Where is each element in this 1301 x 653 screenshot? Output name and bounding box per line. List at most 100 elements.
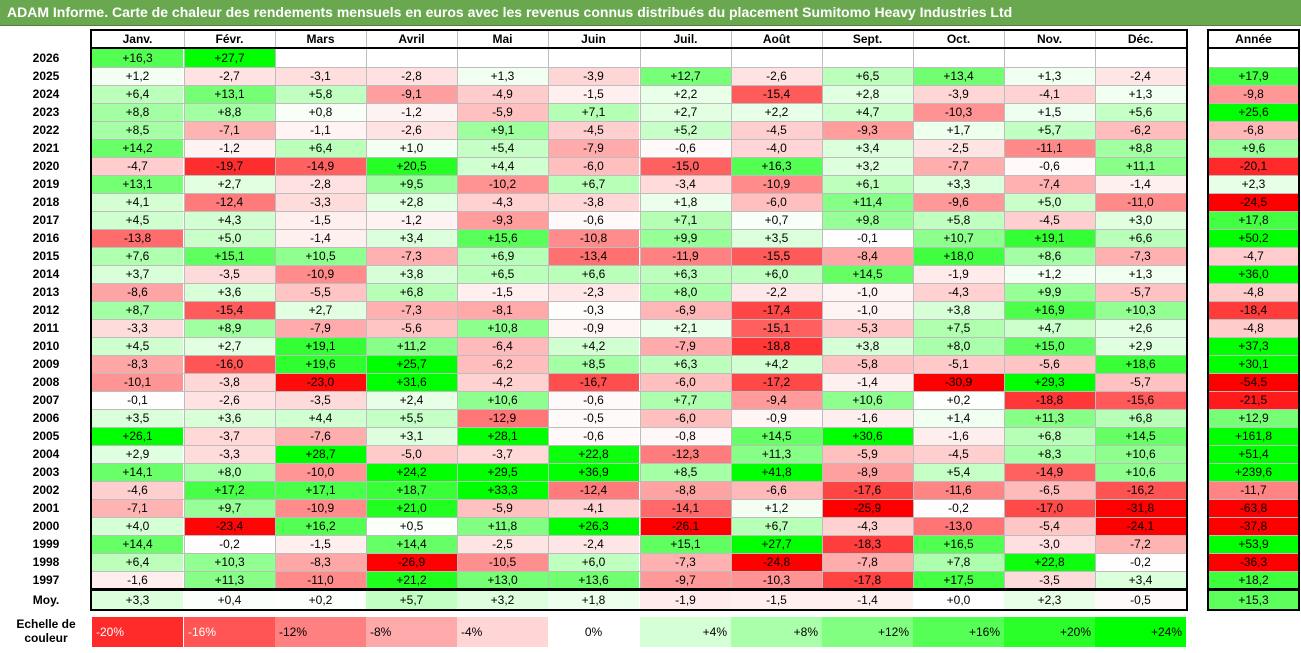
heatmap-cell: -10,9 [275,265,366,283]
row-separator [1209,283,1298,284]
heatmap-cell: +4,5 [92,211,183,229]
heatmap-cell: +2,7 [184,175,275,193]
heatmap-cell: +14,4 [92,535,183,553]
heatmap-cell: -0,2 [184,535,275,553]
heatmap-cell: +5,5 [366,409,457,427]
heatmap-cell: +3,8 [366,265,457,283]
heatmap-cell: -3,0 [1004,535,1095,553]
scale-swatch: -8% [366,617,457,647]
heatmap-cell: +0,2 [913,391,1004,409]
heatmap-cell: -0,6 [1004,157,1095,175]
heatmap-cell: -1,6 [822,409,913,427]
heatmap-cell: +5,6 [1095,103,1186,121]
heatmap-cell: +17,1 [275,481,366,499]
heatmap-cell: +4,2 [731,355,822,373]
heatmap-cell: +10,6 [1095,445,1186,463]
heatmap-cell: +19,1 [1004,229,1095,247]
heatmap-cell: +20,5 [366,157,457,175]
row-separator [92,499,1186,500]
heatmap-cell: +26,1 [92,427,183,445]
heatmap-cell: +1,3 [1095,265,1186,283]
row-separator [92,445,1186,446]
heatmap-cell: -9,4 [731,391,822,409]
annual-cell: +161,8 [1209,427,1298,445]
heatmap-cell: -31,8 [1095,499,1186,517]
heatmap-cell [1004,49,1095,67]
month-header: Août [762,32,791,46]
annual-cell: +53,9 [1209,535,1298,553]
annual-cell: +30,1 [1209,355,1298,373]
month-header: Févr. [215,32,244,46]
heatmap-cell: +4,7 [1004,319,1095,337]
row-separator [1209,553,1298,554]
row-separator [1209,67,1298,68]
heatmap-cell: +13,6 [548,571,639,589]
row-separator [1209,229,1298,230]
annual-cell: -4,8 [1209,319,1298,337]
heatmap-cell: -5,8 [822,355,913,373]
heatmap-cell: -1,6 [92,571,183,589]
heatmap-cell: +27,7 [731,535,822,553]
heatmap-cell: -8,8 [640,481,731,499]
average-cell: +3,2 [457,591,548,609]
heatmap-cell: -17,0 [1004,499,1095,517]
scale-swatch: +20% [1004,617,1095,647]
annual-cell: -9,8 [1209,85,1298,103]
heatmap-cell: +9,7 [184,499,275,517]
heatmap-cell: -2,6 [366,121,457,139]
row-separator [1209,463,1298,464]
heatmap-cell: +2,9 [92,445,183,463]
heatmap-cell: -3,1 [275,67,366,85]
heatmap-cell: -10,0 [275,463,366,481]
row-separator [92,301,1186,302]
heatmap-cell: +5,2 [640,121,731,139]
heatmap-cell: +25,7 [366,355,457,373]
annual-cell: -4,7 [1209,247,1298,265]
heatmap-cell: -17,8 [822,571,913,589]
heatmap-cell: +3,6 [184,409,275,427]
heatmap-cell: -4,1 [1004,85,1095,103]
heatmap-cell: +6,1 [822,175,913,193]
heatmap-cell: +3,8 [913,301,1004,319]
annual-header: Année [1235,32,1272,46]
row-separator [92,337,1186,338]
annual-cell: -4,8 [1209,283,1298,301]
heatmap-cell: -7,2 [1095,535,1186,553]
heatmap-cell: -6,2 [1095,121,1186,139]
scale-swatch: +8% [731,617,822,647]
heatmap-cell: +0,5 [366,517,457,535]
heatmap-cell: -6,4 [457,337,548,355]
heatmap-cell: -0,6 [548,427,639,445]
heatmap-cell: +29,5 [457,463,548,481]
heatmap-cell: +1,7 [913,121,1004,139]
heatmap-cell: +6,6 [548,265,639,283]
heatmap-cell: +1,5 [1004,103,1095,121]
heatmap-cell: -23,0 [275,373,366,391]
row-separator [92,229,1186,230]
row-separator [92,571,1186,572]
heatmap-cell: -8,3 [92,355,183,373]
year-label: 2023 [32,105,60,119]
row-separator [1209,535,1298,536]
year-label: 2013 [32,285,60,299]
average-cell: +0,0 [913,591,1004,609]
heatmap-cell: -0,1 [822,229,913,247]
heatmap-cell: -2,6 [731,67,822,85]
heatmap-cell: -15,5 [731,247,822,265]
heatmap-cell: +4,7 [822,103,913,121]
heatmap-cell: -12,4 [548,481,639,499]
heatmap-cell: +8,5 [548,355,639,373]
heatmap-cell: -17,2 [731,373,822,391]
heatmap-cell: -0,6 [640,139,731,157]
year-label: 2008 [32,375,60,389]
heatmap-cell [1095,49,1186,67]
row-separator [92,175,1186,176]
average-cell: +0,2 [275,591,366,609]
column-separator [1095,30,1096,589]
heatmap-cell: -6,0 [731,193,822,211]
heatmap-cell: -0,5 [548,409,639,427]
heatmap-cell: -4,5 [913,445,1004,463]
year-label: 2004 [32,447,60,461]
row-separator [92,121,1186,122]
row-separator [1209,445,1298,446]
